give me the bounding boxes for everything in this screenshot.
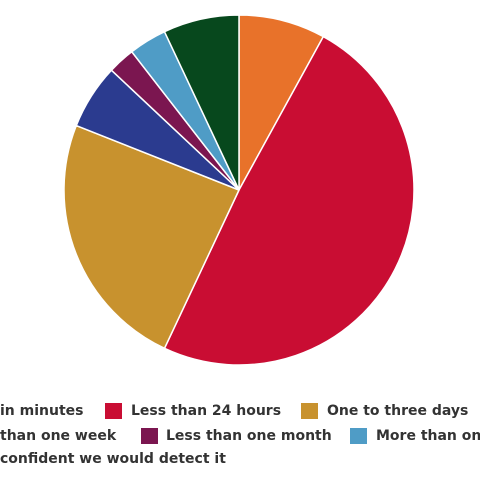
pie-slice: [163, 14, 240, 191]
legend-label: Less than 24 hours: [131, 403, 281, 419]
legend-label: than one week: [0, 428, 117, 444]
pie-slice: [163, 35, 415, 366]
legend-swatch: [105, 403, 122, 419]
legend-label: confident we would detect it: [0, 451, 226, 467]
pie-slice: [63, 124, 241, 350]
legend-label: More than one: [376, 428, 480, 444]
legend-swatch: [301, 403, 318, 419]
legend-label: Less than one month: [166, 428, 332, 444]
legend-swatch: [141, 428, 158, 444]
legend-label: One to three days: [327, 403, 468, 419]
legend-swatch: [350, 428, 367, 444]
legend-label: in minutes: [0, 403, 83, 419]
